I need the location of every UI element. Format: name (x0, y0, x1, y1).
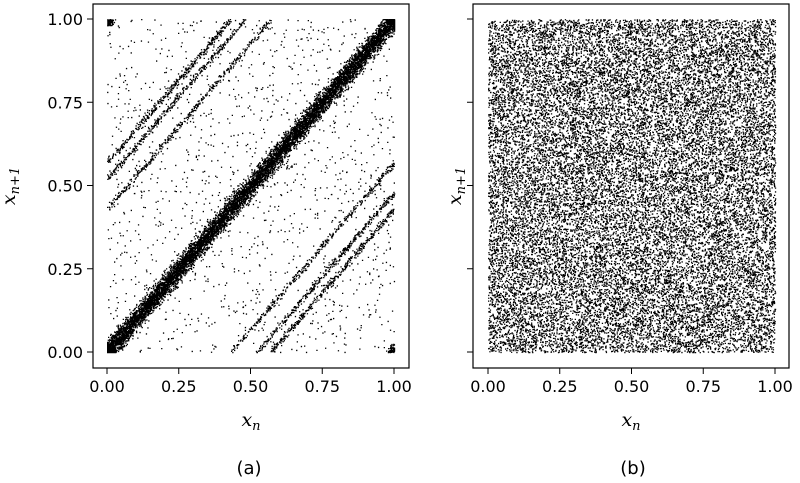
x-tick-label: 0.50 (614, 377, 650, 396)
y-tick-label: 0.50 (47, 177, 83, 196)
x-tick-label: 0.00 (89, 377, 125, 396)
panel-b-label: (b) (620, 458, 645, 479)
x-tick-label: 0.75 (304, 377, 340, 396)
x-tick-label: 1.00 (757, 377, 793, 396)
x-tick-label: 0.00 (470, 377, 506, 396)
scatter-points (107, 19, 396, 354)
y-tick-label: 0.25 (47, 260, 83, 279)
panel-a-points (107, 19, 396, 354)
panel-b-xlabel: xn (621, 409, 640, 434)
panel-a-xlabel: xn (241, 409, 260, 434)
y-tick-label: 0.75 (47, 93, 83, 112)
panel-a-ylabel: xn+1 (0, 167, 23, 205)
x-tick-label: 0.75 (685, 377, 721, 396)
panel-b-points (488, 19, 777, 354)
x-tick-label: 0.50 (233, 377, 269, 396)
panel-a-ticks: 0.00 0.00 0.25 0.25 0.50 0.50 0.75 0.75 1.00 1.00 (47, 10, 411, 396)
panel-a: 0.00 0.00 0.25 0.25 0.50 0.50 0.75 0.75 1.00 1.00… (0, 3, 412, 479)
panel-b-ylabel: xn+1 (444, 167, 469, 205)
x-tick-label: 0.25 (542, 377, 578, 396)
panel-a-label: (a) (236, 458, 261, 479)
panel-b: 0.00 0.25 0.50 0.75 1.00 xn xn+1 (b) (444, 3, 793, 479)
x-tick-label: 1.00 (376, 377, 412, 396)
y-tick-label: 0.00 (47, 343, 83, 362)
panel-b-ticks: 0.00 0.25 0.50 0.75 1.00 (467, 18, 793, 396)
x-tick-label: 0.25 (161, 377, 197, 396)
scatter-points (488, 19, 777, 354)
y-tick-label: 1.00 (47, 10, 83, 29)
